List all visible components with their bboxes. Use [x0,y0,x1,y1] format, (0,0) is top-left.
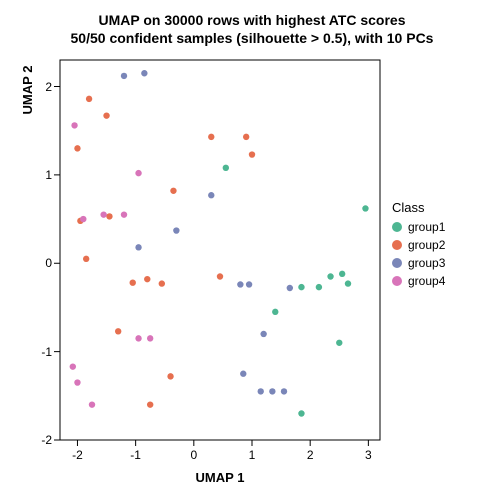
scatter-point [103,112,109,118]
scatter-point [260,331,266,337]
scatter-point [135,244,141,250]
legend-swatch-icon [392,222,402,232]
chart-container: UMAP on 30000 rows with highest ATC scor… [0,0,504,504]
x-axis-label: UMAP 1 [60,470,380,485]
scatter-point [147,401,153,407]
scatter-point [141,70,147,76]
scatter-point [339,271,345,277]
scatter-point [135,170,141,176]
x-tick-label: 3 [365,448,372,462]
scatter-point [144,276,150,282]
scatter-point [135,335,141,341]
y-tick-label: -2 [32,433,52,447]
scatter-point [83,256,89,262]
x-tick-label: 2 [307,448,314,462]
scatter-point [327,273,333,279]
scatter-point [74,379,80,385]
legend-item-label: group2 [408,238,445,252]
y-axis-label: UMAP 2 [20,0,35,280]
scatter-point [89,401,95,407]
scatter-point [159,280,165,286]
scatter-point [208,192,214,198]
legend-swatch-icon [392,276,402,286]
legend-swatch-icon [392,240,402,250]
y-tick-label: 1 [32,168,52,182]
scatter-point [237,281,243,287]
scatter-point [170,188,176,194]
scatter-point [71,122,77,128]
x-tick-label: 0 [190,448,197,462]
x-tick-label: -2 [72,448,83,462]
scatter-point [70,363,76,369]
scatter-point [336,340,342,346]
legend-item-label: group4 [408,274,445,288]
scatter-point [106,213,112,219]
y-tick-label: -1 [32,345,52,359]
scatter-point [147,335,153,341]
x-tick-label: 1 [249,448,256,462]
scatter-point [208,134,214,140]
scatter-point [80,216,86,222]
scatter-point [272,309,278,315]
legend-swatch-icon [392,258,402,268]
scatter-point [246,281,252,287]
scatter-point [258,388,264,394]
scatter-point [240,371,246,377]
legend-item-label: group3 [408,256,445,270]
scatter-point [243,134,249,140]
legend-item: group1 [392,220,445,234]
scatter-point [167,373,173,379]
scatter-point [100,211,106,217]
plot-area [0,0,504,504]
legend-item-label: group1 [408,220,445,234]
scatter-point [298,410,304,416]
x-tick-label: -1 [130,448,141,462]
scatter-point [121,211,127,217]
y-tick-label: 2 [32,80,52,94]
legend-title: Class [392,200,425,215]
legend-item: group3 [392,256,445,270]
legend-item: group2 [392,238,445,252]
scatter-point [115,328,121,334]
scatter-point [249,151,255,157]
scatter-point [130,279,136,285]
scatter-point [223,165,229,171]
scatter-point [316,284,322,290]
scatter-point [86,96,92,102]
scatter-point [362,205,368,211]
legend-item: group4 [392,274,445,288]
scatter-point [281,388,287,394]
scatter-point [173,227,179,233]
scatter-point [287,285,293,291]
scatter-point [269,388,275,394]
scatter-point [74,145,80,151]
scatter-point [298,284,304,290]
scatter-point [121,73,127,79]
y-tick-label: 0 [32,256,52,270]
scatter-point [345,280,351,286]
scatter-point [217,273,223,279]
